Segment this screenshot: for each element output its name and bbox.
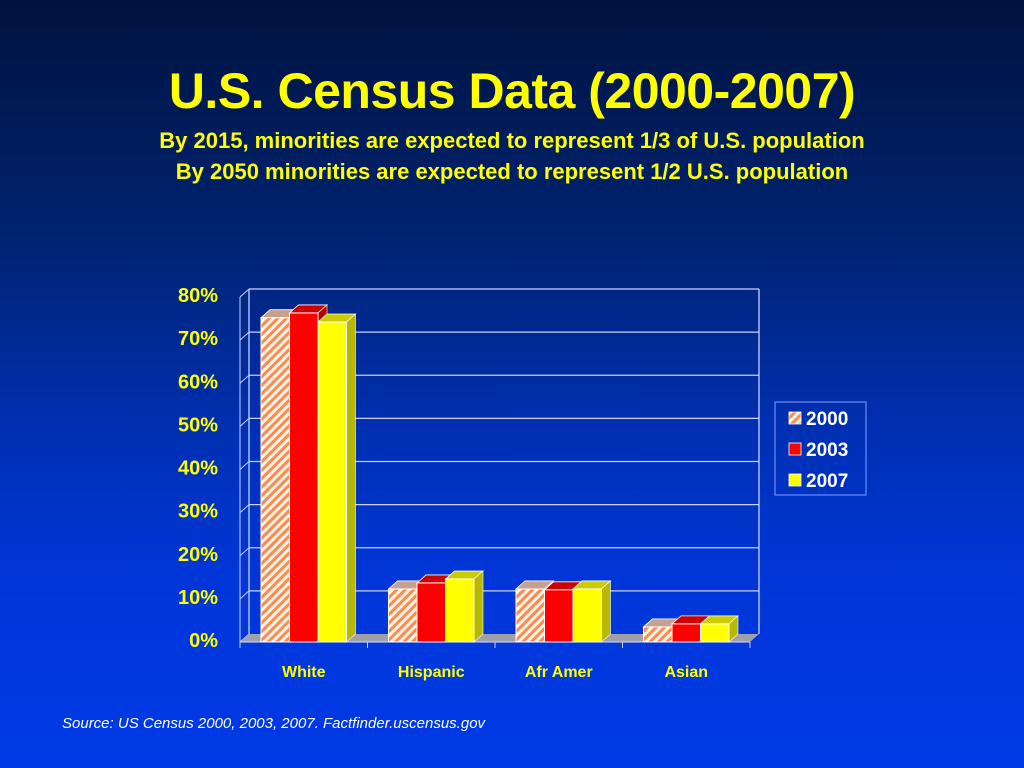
y-tick-label: 80%	[178, 285, 218, 307]
bar-side-face	[601, 580, 611, 643]
left-wall-tick	[239, 504, 250, 513]
bars	[259, 304, 740, 643]
bar-front-face	[643, 626, 673, 643]
left-wall-tick	[239, 461, 250, 470]
left-wall-tick	[239, 590, 250, 600]
left-wall-tick	[239, 374, 250, 384]
legend-swatch-2000	[788, 411, 802, 425]
y-tick-label: 50%	[178, 414, 218, 436]
bar-side-face	[346, 313, 356, 643]
bar-front-face	[515, 588, 545, 643]
bar-side-face	[473, 570, 484, 643]
bar-front-face	[700, 623, 730, 643]
source-citation: Source: US Census 2000, 2003, 2007. Fact…	[62, 715, 486, 732]
bar-front-face	[260, 317, 290, 643]
legend-swatch-2003	[788, 442, 802, 456]
left-wall-tick	[239, 288, 250, 298]
y-tick-label: 60%	[178, 371, 218, 393]
y-axis-tick-labels: 0% 10% 20% 30% 40% 50% 60% 70% 80%	[178, 285, 218, 652]
y-tick-label: 70%	[178, 328, 218, 350]
legend: 2000 2003 2007	[774, 401, 867, 496]
left-wall-tick	[239, 331, 250, 341]
x-tick-label: Asian	[664, 664, 708, 681]
slide-title: U.S. Census Data (2000-2007)	[168, 63, 856, 119]
legend-swatch-2007	[788, 473, 802, 487]
y-tick-label: 30%	[178, 501, 218, 523]
bar-asian-2007	[699, 615, 740, 643]
y-tick-label: 20%	[178, 544, 218, 566]
left-wall-tick	[239, 418, 250, 427]
bar-front-face	[544, 589, 574, 643]
bar-front-face	[572, 588, 602, 643]
x-axis-tick-labels: White Hispanic Afr Amer Asian	[239, 642, 751, 681]
y-tick-label: 0%	[189, 630, 218, 652]
bar-front-face	[317, 321, 347, 643]
x-tick-label: Hispanic	[398, 664, 465, 681]
bar-front-face	[289, 312, 319, 643]
bar-front-face	[416, 582, 446, 643]
y-tick-label: 40%	[178, 458, 218, 480]
bar-afr-amer-2007	[571, 580, 612, 643]
bar-white-2007	[316, 313, 357, 643]
legend-label-2007: 2007	[806, 471, 848, 492]
legend-box	[774, 401, 867, 496]
bar-front-face	[445, 578, 475, 643]
left-wall-tick	[239, 547, 250, 557]
x-tick-label: Afr Amer	[525, 664, 593, 681]
chart-floor	[240, 634, 759, 642]
slide-subtitle-2050: By 2050 minorities are expected to repre…	[175, 159, 849, 184]
legend-label-2003: 2003	[806, 440, 848, 461]
slide-subtitle-2015: By 2015, minorities are expected to repr…	[159, 128, 865, 153]
x-tick-label: White	[282, 664, 326, 681]
legend-label-2000: 2000	[806, 409, 848, 430]
bar-hispanic-2007	[444, 570, 485, 643]
bar-front-face	[388, 588, 418, 643]
y-tick-label: 10%	[178, 587, 218, 609]
bar-front-face	[671, 623, 701, 643]
